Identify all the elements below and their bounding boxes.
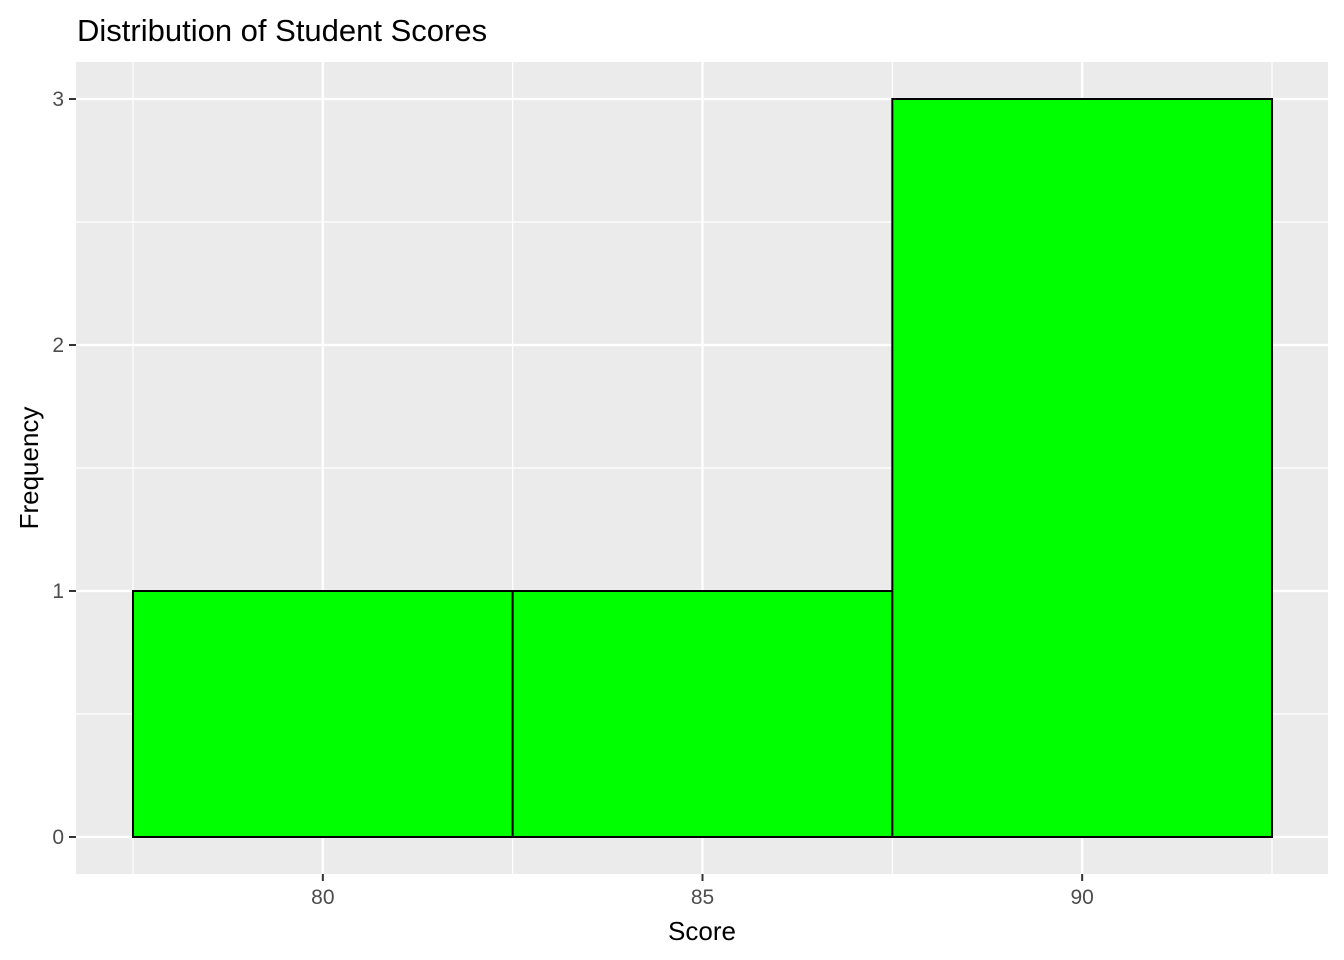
- x-tick-label: 80: [311, 886, 334, 909]
- x-tick-label: 85: [691, 886, 714, 909]
- y-tick-label: 0: [52, 826, 64, 849]
- y-axis-title: Frequency: [14, 407, 44, 530]
- x-axis-title: Score: [668, 916, 736, 946]
- histogram-bar-3: [891, 98, 1273, 838]
- y-tick-label: 2: [52, 334, 64, 357]
- x-axis: 80 85 90: [311, 874, 1094, 909]
- histogram-bar-1: [132, 590, 514, 838]
- chart-title: Distribution of Student Scores: [77, 13, 487, 48]
- y-tick-label: 1: [52, 580, 64, 603]
- y-tick-label: 3: [52, 88, 64, 111]
- x-tick-label: 90: [1070, 886, 1093, 909]
- histogram-bars: [132, 98, 1273, 838]
- histogram-bar-2: [511, 590, 894, 838]
- y-axis: 0 1 2 3: [52, 88, 76, 849]
